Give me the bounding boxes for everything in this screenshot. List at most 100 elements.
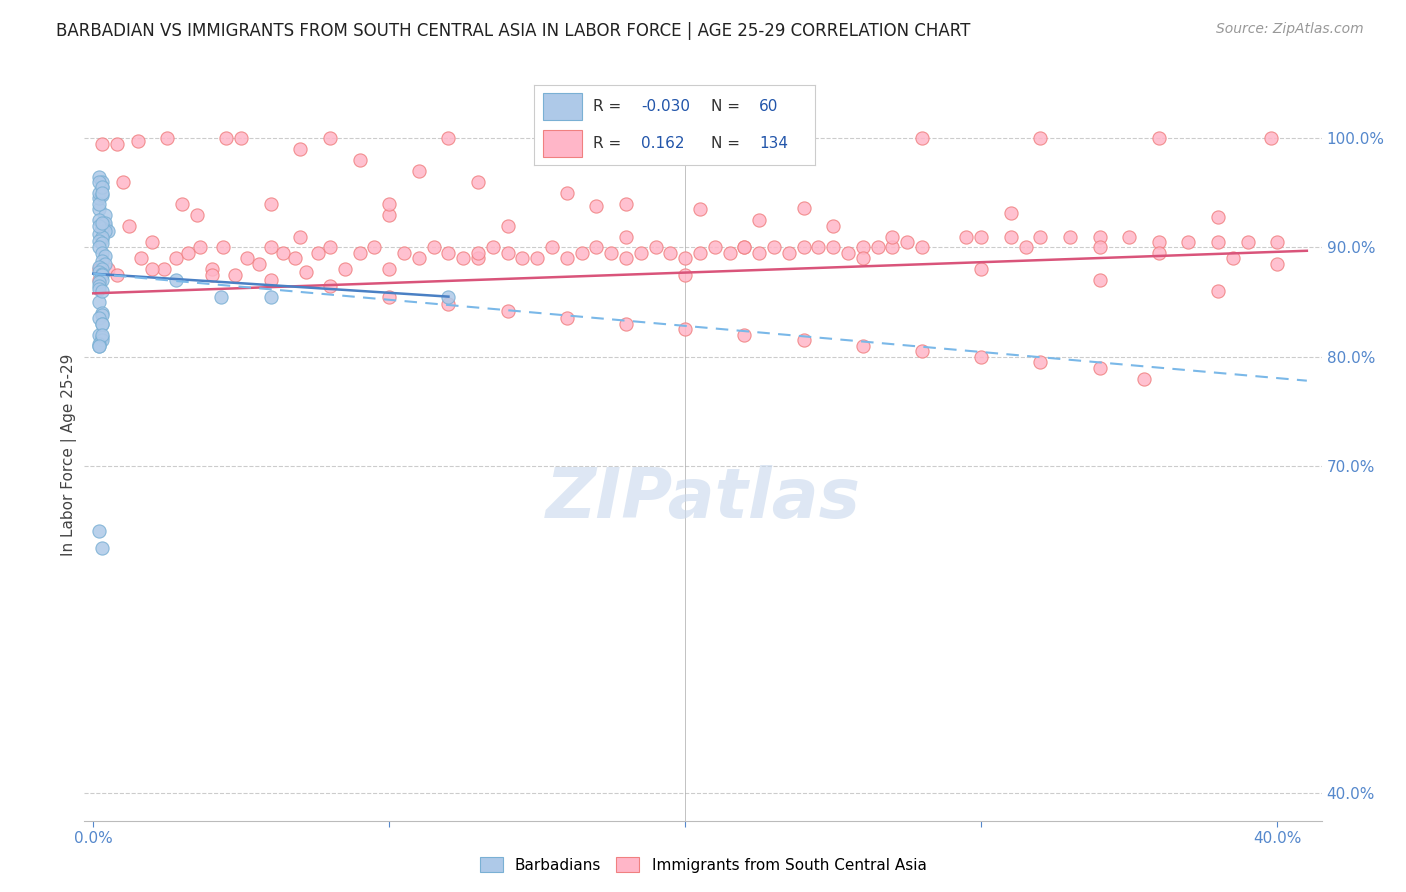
Point [837, 246, 859, 260]
Point [600, 246, 623, 260]
Point [748, 213, 770, 227]
Point [349, 153, 371, 168]
Legend: Barbadians, Immigrants from South Central Asia: Barbadians, Immigrants from South Centra… [474, 851, 932, 879]
Text: -0.030: -0.030 [641, 99, 690, 114]
Point [156, 131, 179, 145]
Point [91, 220, 114, 235]
Point [153, 262, 176, 277]
Point [118, 219, 141, 233]
Point [91, 262, 114, 277]
Point [89, 262, 111, 277]
Point [1014, 240, 1036, 254]
Point [91, 330, 114, 344]
Point [89, 339, 111, 353]
Point [89, 219, 111, 233]
Point [1088, 360, 1111, 375]
Point [467, 252, 489, 266]
Point [89, 264, 111, 278]
Point [236, 252, 259, 266]
Point [97, 262, 120, 277]
Point [1147, 246, 1170, 260]
Point [555, 311, 578, 326]
Point [333, 262, 356, 277]
Point [378, 197, 401, 211]
Point [89, 186, 111, 200]
Point [970, 229, 993, 244]
Point [165, 273, 187, 287]
Point [319, 240, 342, 254]
Point [1000, 205, 1022, 219]
Point [733, 240, 755, 254]
Point [91, 188, 114, 202]
Text: 60: 60 [759, 99, 779, 114]
Point [793, 333, 815, 347]
Point [91, 253, 114, 268]
Point [896, 235, 918, 249]
Point [807, 240, 830, 254]
Point [1133, 371, 1156, 385]
Point [1029, 229, 1052, 244]
Point [496, 303, 519, 318]
FancyBboxPatch shape [543, 93, 582, 120]
Point [91, 175, 114, 189]
Point [793, 201, 815, 215]
Point [89, 202, 111, 217]
Point [1222, 252, 1244, 266]
Point [89, 311, 111, 326]
Point [852, 339, 875, 353]
Point [1177, 235, 1199, 249]
Point [585, 199, 607, 213]
Point [141, 262, 163, 277]
Point [89, 197, 111, 211]
Point [201, 268, 224, 282]
Point [89, 169, 111, 184]
Point [911, 240, 934, 254]
Text: 134: 134 [759, 136, 789, 151]
Point [659, 246, 682, 260]
Point [91, 246, 114, 260]
Point [260, 273, 283, 287]
Point [689, 202, 711, 217]
Point [89, 240, 111, 254]
Point [89, 524, 111, 539]
Point [392, 246, 415, 260]
Point [91, 333, 114, 347]
Point [911, 344, 934, 359]
Point [378, 290, 401, 304]
Point [89, 191, 111, 205]
Point [91, 306, 114, 320]
Point [91, 180, 114, 194]
Point [1236, 235, 1258, 249]
Point [260, 240, 283, 254]
Point [1088, 273, 1111, 287]
FancyBboxPatch shape [543, 129, 582, 157]
Point [673, 268, 696, 282]
Point [319, 131, 342, 145]
Text: R =: R = [593, 99, 621, 114]
Point [823, 240, 845, 254]
Text: Source: ZipAtlas.com: Source: ZipAtlas.com [1216, 22, 1364, 37]
Point [91, 217, 114, 231]
Point [673, 131, 696, 145]
Point [91, 327, 114, 342]
Point [437, 297, 460, 311]
Point [852, 252, 875, 266]
Point [555, 131, 578, 145]
Point [94, 224, 117, 238]
Point [496, 246, 519, 260]
Point [94, 208, 117, 222]
Text: N =: N = [711, 99, 741, 114]
Text: N =: N = [711, 136, 741, 151]
Point [127, 134, 149, 148]
Point [451, 252, 474, 266]
Point [91, 236, 114, 251]
Point [955, 229, 977, 244]
Point [763, 240, 786, 254]
Point [793, 131, 815, 145]
Point [970, 350, 993, 364]
Point [91, 232, 114, 246]
Point [97, 224, 120, 238]
Point [852, 240, 875, 254]
Point [94, 219, 117, 233]
Point [224, 268, 246, 282]
